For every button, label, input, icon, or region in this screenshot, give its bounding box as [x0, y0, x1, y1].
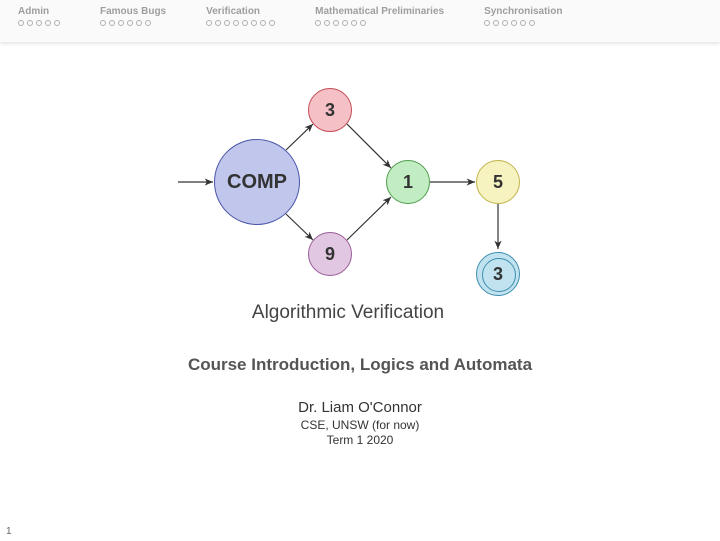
- affiliation: CSE, UNSW (for now): [0, 418, 720, 432]
- progress-dot: [260, 20, 266, 26]
- progress-dot: [529, 20, 535, 26]
- nav-item[interactable]: Verification: [206, 6, 275, 26]
- progress-dot: [493, 20, 499, 26]
- node-label: 1: [403, 172, 413, 193]
- progress-dot: [224, 20, 230, 26]
- progress-dot: [511, 20, 517, 26]
- node-n5: 5: [476, 160, 520, 204]
- node-label: COMP: [227, 171, 287, 194]
- progress-dot: [36, 20, 42, 26]
- author: Dr. Liam O'Connor: [0, 399, 720, 416]
- node-label: 3: [493, 264, 503, 285]
- nav-item[interactable]: Synchronisation: [484, 6, 562, 26]
- progress-dot: [127, 20, 133, 26]
- node-n3bot: 3: [476, 252, 520, 296]
- progress-dot: [484, 20, 490, 26]
- node-label: 5: [493, 172, 503, 193]
- progress-dot: [351, 20, 357, 26]
- nav-bar: Admin Famous Bugs Verification Mathematical…: [0, 0, 720, 42]
- progress-dot: [242, 20, 248, 26]
- diagram-caption: Algorithmic Verification: [218, 302, 478, 324]
- nav-item-label: Famous Bugs: [100, 6, 166, 17]
- nav-progress-dots: [484, 20, 562, 26]
- course-diagram: COMP39153 Algorithmic Verification: [0, 70, 720, 330]
- nav-progress-dots: [100, 20, 166, 26]
- node-label: 3: [325, 100, 335, 121]
- progress-dot: [100, 20, 106, 26]
- nav-item-label: Synchronisation: [484, 6, 562, 17]
- diagram-edges: [0, 70, 720, 330]
- node-n1: 1: [386, 160, 430, 204]
- node-n9: 9: [308, 232, 352, 276]
- progress-dot: [233, 20, 239, 26]
- progress-dot: [333, 20, 339, 26]
- slide: Admin Famous Bugs Verification Mathematical…: [0, 0, 720, 541]
- progress-dot: [109, 20, 115, 26]
- edge: [286, 214, 313, 240]
- progress-dot: [251, 20, 257, 26]
- progress-dot: [145, 20, 151, 26]
- progress-dot: [118, 20, 124, 26]
- edge: [286, 124, 313, 150]
- nav-item-label: Verification: [206, 6, 275, 17]
- edge: [347, 197, 391, 240]
- node-n3top: 3: [308, 88, 352, 132]
- body-area: Course Introduction, Logics and Automata…: [0, 355, 720, 447]
- nav-progress-dots: [315, 20, 444, 26]
- progress-dot: [502, 20, 508, 26]
- nav-item-label: Mathematical Preliminaries: [315, 6, 444, 17]
- nav-progress-dots: [206, 20, 275, 26]
- progress-dot: [215, 20, 221, 26]
- subtitle: Course Introduction, Logics and Automata: [0, 355, 720, 375]
- progress-dot: [45, 20, 51, 26]
- progress-dot: [136, 20, 142, 26]
- nav-item[interactable]: Admin: [18, 6, 60, 26]
- nav-item-label: Admin: [18, 6, 60, 17]
- progress-dot: [360, 20, 366, 26]
- progress-dot: [324, 20, 330, 26]
- progress-dot: [315, 20, 321, 26]
- node-label: 9: [325, 244, 335, 265]
- progress-dot: [27, 20, 33, 26]
- progress-dot: [520, 20, 526, 26]
- progress-dot: [18, 20, 24, 26]
- progress-dot: [342, 20, 348, 26]
- nav-item[interactable]: Mathematical Preliminaries: [315, 6, 444, 26]
- progress-dot: [206, 20, 212, 26]
- edge: [347, 124, 391, 168]
- progress-dot: [54, 20, 60, 26]
- progress-dot: [269, 20, 275, 26]
- nav-progress-dots: [18, 20, 60, 26]
- term: Term 1 2020: [0, 433, 720, 447]
- page-number: 1: [6, 526, 12, 537]
- nav-item[interactable]: Famous Bugs: [100, 6, 166, 26]
- node-comp: COMP: [214, 139, 300, 225]
